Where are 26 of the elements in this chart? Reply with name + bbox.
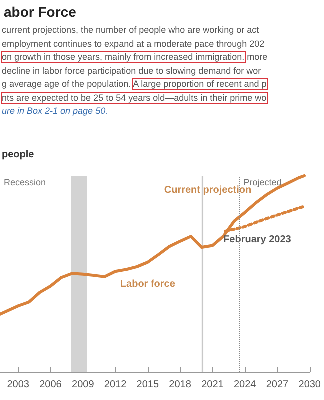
text: employment continues to expand at a moderate pace through 202 [2, 38, 265, 48]
text: ure in Box 2-1 on page 50. [2, 106, 108, 116]
text: more [247, 52, 268, 62]
x-tick-label: 2030 [298, 380, 322, 390]
x-tick-label: 2024 [234, 380, 257, 390]
outline-box: nts are expected to be 25 to 54 years old—adults in their prime wo [2, 92, 267, 102]
chart-title: abor Force [4, 4, 76, 20]
x-tick-label: 2018 [169, 380, 192, 390]
x-tick-label: 2012 [104, 380, 128, 390]
series-label: February 2023 [224, 234, 292, 246]
x-tick-label: 2027 [266, 380, 290, 390]
outline-box: A large proportion of recent and p [133, 79, 267, 89]
x-tick-label: 2006 [40, 380, 62, 390]
series-label: Labor force [120, 278, 176, 290]
outline-box: on growth in those years, mainly from increased immigration. [2, 52, 245, 62]
annotation: Current projection [164, 185, 252, 196]
x-tick-label: 2015 [136, 380, 160, 390]
text: g average age of the population. [2, 79, 132, 89]
ref-line-label: Projected [244, 178, 282, 188]
text: current projections, the number of people who are working or act [2, 25, 260, 35]
text: decline in labor force participation due to slowing demand for wor [2, 66, 262, 76]
band-label: Recession [4, 178, 46, 188]
x-tick-label: 2003 [7, 380, 30, 390]
x-tick-label: 2009 [72, 380, 95, 390]
y-axis-title: people [2, 150, 35, 160]
x-tick-label: 2021 [202, 380, 224, 390]
